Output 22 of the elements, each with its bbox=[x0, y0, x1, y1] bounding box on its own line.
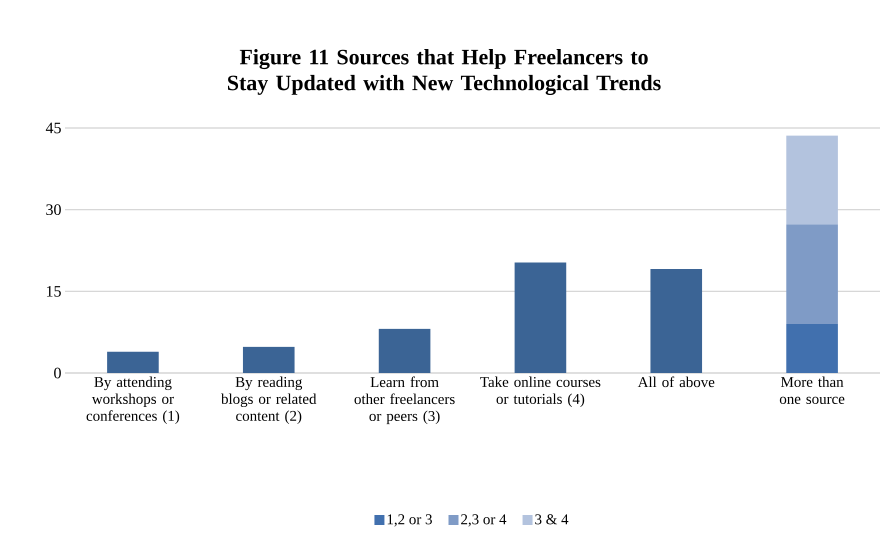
bar bbox=[242, 346, 295, 373]
bar bbox=[378, 328, 430, 373]
legend-label: 1,2 or 3 bbox=[388, 514, 432, 526]
y-tick-label: 30 bbox=[46, 204, 61, 216]
x-tick-label: Take online courses or tutorials (4) bbox=[480, 376, 600, 408]
x-tick-label: All of above bbox=[638, 376, 714, 388]
bar bbox=[786, 224, 838, 324]
y-tick-label: 15 bbox=[46, 286, 61, 297]
x-tick-label: More than one source bbox=[780, 376, 844, 404]
x-tick-label: Learn from other freelancers or peers (3) bbox=[354, 376, 455, 424]
bar bbox=[786, 324, 838, 373]
bar bbox=[514, 262, 566, 373]
x-tick-label: By attending workshops or conferences (1) bbox=[86, 376, 180, 424]
bar bbox=[107, 352, 159, 373]
legend-label: 3 & 4 bbox=[535, 514, 568, 524]
legend-label: 2,3 or 4 bbox=[461, 514, 506, 526]
bar bbox=[786, 136, 838, 224]
chart-title: Figure 11 Sources that Help Freelancers to Stay Updated with New Technological Trends bbox=[228, 49, 661, 95]
x-tick-label: By reading blogs or related content (2) bbox=[221, 376, 316, 424]
y-tick-label: 0 bbox=[54, 368, 61, 378]
bar bbox=[650, 269, 702, 373]
y-tick-label: 45 bbox=[46, 122, 61, 134]
